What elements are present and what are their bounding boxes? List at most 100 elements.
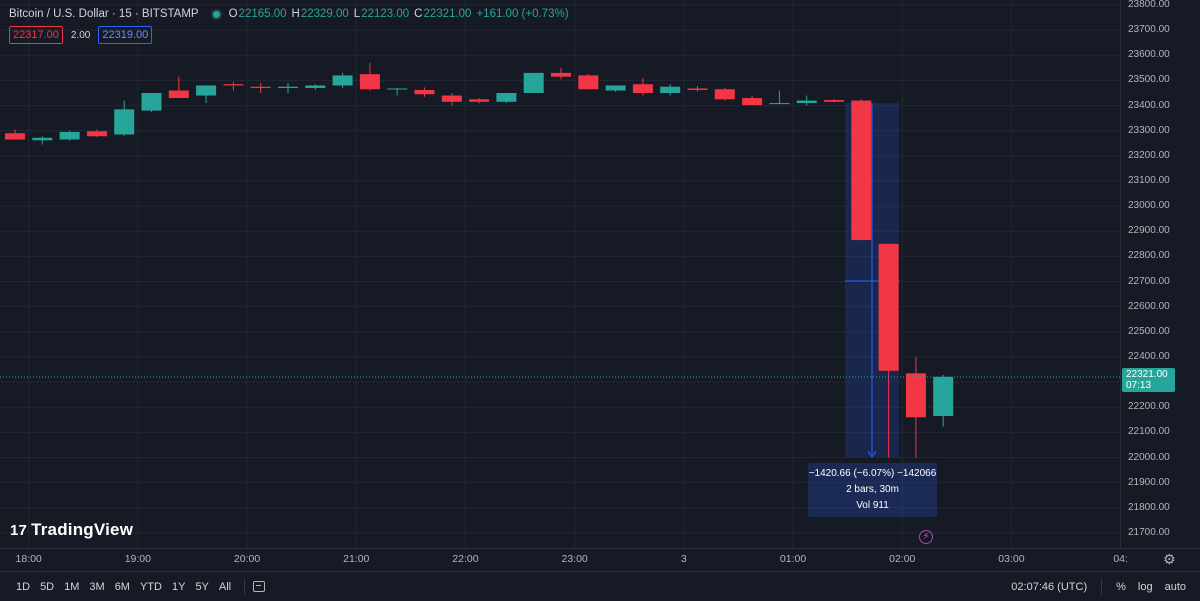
candle[interactable]: [687, 85, 708, 92]
candle[interactable]: [441, 93, 462, 106]
candle[interactable]: [551, 67, 571, 80]
time-tick-label: 01:00: [779, 553, 807, 565]
candle[interactable]: [523, 72, 544, 94]
percent-toggle[interactable]: %: [1116, 580, 1126, 593]
candle-body: [742, 98, 763, 106]
log-toggle[interactable]: log: [1137, 580, 1153, 593]
clock[interactable]: 02:07:46 (UTC): [1011, 580, 1088, 593]
measure-volume: Vol 911: [856, 500, 889, 511]
range-button-ytd[interactable]: YTD: [139, 580, 162, 593]
candle[interactable]: [632, 77, 653, 96]
candle[interactable]: [332, 72, 353, 88]
range-button-1m[interactable]: 1M: [64, 580, 80, 593]
price-tick-label: 22500.00: [1128, 325, 1170, 337]
price-tick-label: 22200.00: [1128, 401, 1170, 413]
price-tick-label: 22800.00: [1128, 250, 1170, 262]
time-tick-label: 18:00: [15, 553, 42, 565]
candle[interactable]: [605, 85, 626, 92]
range-button-5d[interactable]: 5D: [40, 580, 55, 593]
price-tick-label: 22900.00: [1128, 225, 1170, 237]
candle[interactable]: [578, 74, 599, 90]
logo-text: TradingView: [31, 520, 134, 539]
candle[interactable]: [905, 356, 926, 458]
candle[interactable]: [387, 87, 408, 96]
candle[interactable]: [742, 95, 763, 106]
time-axis[interactable]: [0, 548, 1200, 571]
bottom-toolbar: 1D 5D 1M 3M 6M YTD 1Y 5Y All 02:07:46 (UTC) % lo…: [0, 571, 1200, 601]
candle[interactable]: [114, 100, 135, 136]
candle[interactable]: [168, 76, 189, 99]
candle-body: [441, 95, 462, 102]
candle-body: [551, 72, 571, 77]
tv-logo-icon: 17: [10, 521, 28, 539]
candle-body: [878, 243, 899, 371]
candle-body: [632, 84, 653, 94]
quote-buttons: 22317.00 2.00 22319.00: [9, 26, 153, 44]
time-tick-label: 02:00: [889, 553, 916, 565]
candle[interactable]: [59, 130, 80, 141]
candle[interactable]: [469, 98, 490, 104]
candle[interactable]: [414, 87, 435, 97]
price-tick-label: 22600.00: [1128, 300, 1170, 312]
buy-quote-button[interactable]: 22319.00: [98, 26, 153, 44]
gear-icon[interactable]: ⚙: [1163, 551, 1176, 567]
candle[interactable]: [86, 129, 107, 137]
candle-body: [414, 89, 435, 95]
candle[interactable]: [278, 82, 298, 94]
tradingview-logo[interactable]: 17 TradingView: [10, 520, 133, 540]
price-tick-label: 23000.00: [1128, 200, 1170, 212]
close-value: 22321.00: [423, 8, 472, 20]
measure-info-box: −1420.66 (−6.07%) −142066 2 bars, 30m Vo…: [808, 463, 937, 517]
candle[interactable]: [851, 99, 872, 241]
candle-body: [605, 85, 626, 91]
candle[interactable]: [660, 84, 681, 96]
open-label: O: [228, 8, 238, 20]
price-tick-label: 23700.00: [1128, 24, 1170, 36]
auto-toggle[interactable]: auto: [1164, 580, 1186, 593]
candle[interactable]: [196, 85, 217, 104]
candle[interactable]: [32, 136, 53, 145]
candle[interactable]: [933, 374, 954, 427]
open-value: 22165.00: [238, 8, 287, 20]
symbol-title[interactable]: Bitcoin / U.S. Dollar · 15 · BITSTAMP: [9, 8, 199, 20]
time-tick-label: 22:00: [452, 553, 479, 565]
time-tick-label: 03:00: [998, 553, 1025, 565]
price-tick-label: 22000.00: [1128, 451, 1170, 463]
time-tick-label: 21:00: [343, 553, 370, 565]
sell-quote-button[interactable]: 22317.00: [9, 26, 63, 44]
calendar-icon[interactable]: [253, 581, 266, 592]
candle-body: [141, 93, 162, 111]
range-button-5y[interactable]: 5Y: [195, 580, 209, 593]
range-button-1y[interactable]: 1Y: [171, 580, 186, 593]
candle[interactable]: [223, 81, 244, 91]
candle[interactable]: [496, 93, 517, 104]
price-tick-label: 23200.00: [1128, 149, 1170, 161]
candle-body: [496, 93, 517, 102]
price-axis[interactable]: [1120, 0, 1200, 548]
measure-change: −1420.66 (−6.07%) −142066: [808, 468, 937, 479]
candle-body: [523, 72, 544, 94]
candle-body: [905, 373, 926, 418]
candle[interactable]: [305, 84, 326, 90]
divider: [1101, 578, 1103, 595]
candle-body: [332, 75, 353, 86]
candle[interactable]: [824, 99, 844, 103]
candle[interactable]: [796, 95, 817, 106]
candle[interactable]: [714, 87, 735, 101]
range-button-all[interactable]: All: [218, 580, 232, 593]
candle[interactable]: [878, 243, 899, 458]
candle[interactable]: [5, 129, 25, 140]
candle-body: [578, 75, 599, 90]
range-button-6m[interactable]: 6M: [114, 580, 130, 593]
candle[interactable]: [141, 93, 162, 112]
candle[interactable]: [359, 62, 380, 91]
candle-body: [714, 89, 735, 100]
candle[interactable]: [769, 90, 790, 105]
candle[interactable]: [250, 82, 271, 94]
range-button-3m[interactable]: 3M: [89, 580, 105, 593]
range-button-1d[interactable]: 1D: [16, 580, 31, 593]
price-tick-label: 22100.00: [1128, 426, 1170, 438]
price-tick-label: 23800.00: [1128, 0, 1170, 11]
lightning-icon[interactable]: ⚡: [919, 530, 933, 544]
